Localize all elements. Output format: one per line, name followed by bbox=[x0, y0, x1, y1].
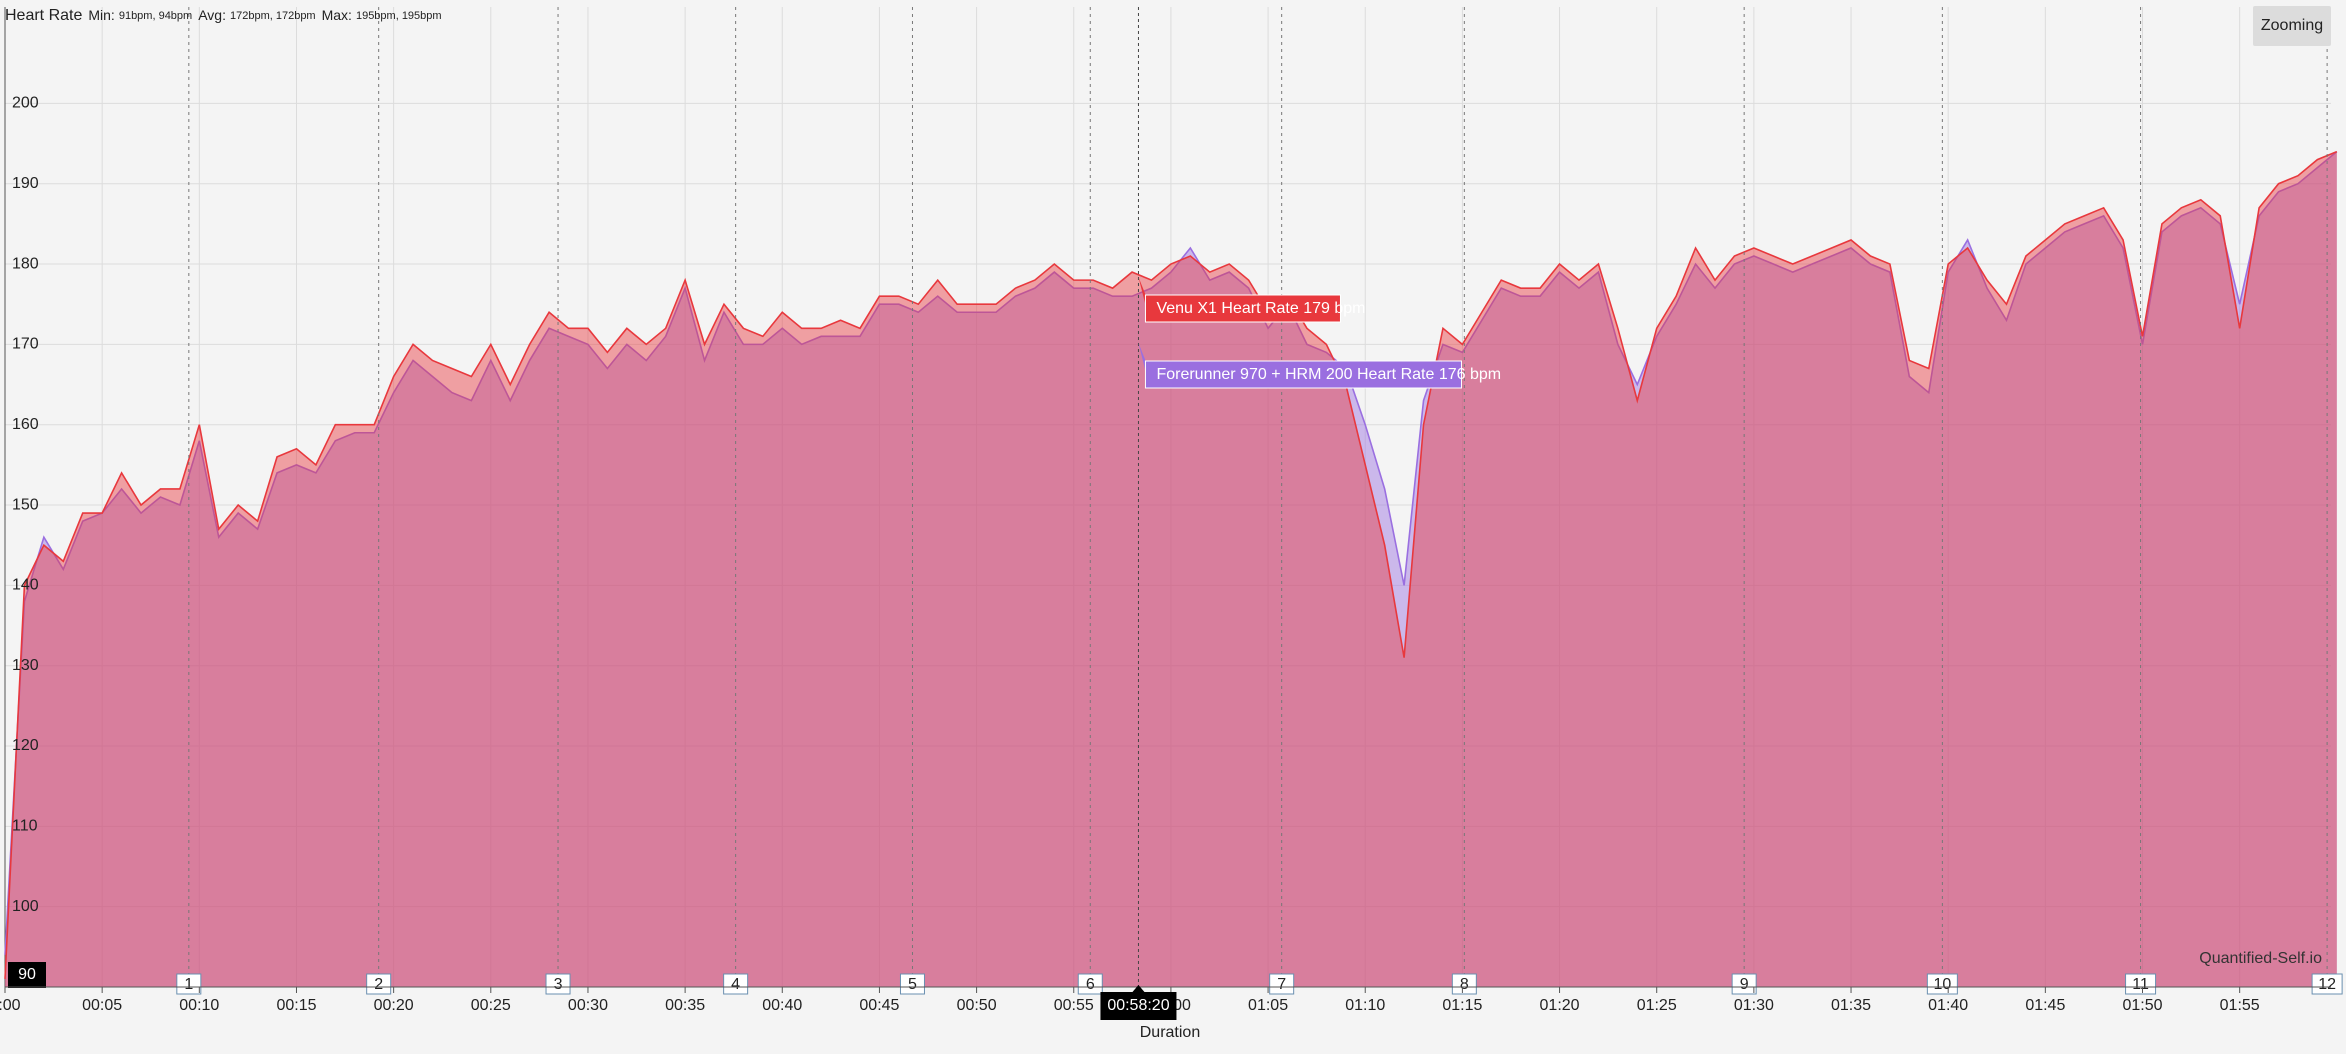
tooltip bbox=[1144, 360, 1462, 389]
x-tick-label: 01:30 bbox=[1734, 997, 1774, 1014]
header-title: Heart Rate bbox=[5, 7, 82, 24]
x-tick-label: 01:50 bbox=[2122, 997, 2162, 1014]
tooltip-text: Venu X1 Heart Rate 179 bpm bbox=[1156, 300, 1365, 317]
series-area bbox=[5, 151, 2337, 988]
x-tick-label: 00:50 bbox=[957, 997, 997, 1014]
lap-label: 6 bbox=[1086, 976, 1095, 993]
y-tick-label: 110 bbox=[12, 818, 38, 835]
x-tick-label: 0:00 bbox=[0, 997, 21, 1014]
series-line bbox=[4, 150, 2338, 980]
y-tick-label: 100 bbox=[12, 898, 39, 915]
stat-value: 195bpm, 195bpm bbox=[356, 10, 442, 22]
x-tick-label: 01:20 bbox=[1540, 997, 1580, 1014]
stat-label: Avg: bbox=[198, 7, 226, 23]
lap-label: 8 bbox=[1460, 976, 1469, 993]
cursor-box bbox=[1100, 992, 1177, 1020]
x-tick-label: 00:25 bbox=[471, 997, 511, 1014]
lap-marker bbox=[1926, 973, 1958, 995]
stat-label: Max: bbox=[322, 7, 352, 23]
lap-label: 4 bbox=[731, 976, 740, 993]
lap-label: 7 bbox=[1277, 976, 1286, 993]
x-tick-label: 01:15 bbox=[1442, 997, 1482, 1014]
zoom-button-label[interactable]: Zooming bbox=[2261, 17, 2323, 34]
y-tick-label: 140 bbox=[12, 577, 39, 594]
lap-marker bbox=[176, 973, 202, 995]
lap-label: 2 bbox=[374, 976, 383, 993]
lap-label: 1 bbox=[184, 976, 193, 993]
lap-marker bbox=[1269, 973, 1295, 995]
lap-label: 5 bbox=[908, 976, 917, 993]
cursor-label: 00:58:20 bbox=[1107, 997, 1169, 1014]
stat-value: 91bpm, 94bpm bbox=[119, 10, 192, 22]
x-tick-label: 01:40 bbox=[1928, 997, 1968, 1014]
tooltip-pointer bbox=[1138, 277, 1147, 309]
y-tick-label: 90 bbox=[18, 966, 36, 983]
y-tick-label: 160 bbox=[12, 416, 39, 433]
y-tick-label: 170 bbox=[12, 336, 39, 353]
x-tick-label: 01:10 bbox=[1345, 997, 1385, 1014]
x-tick-label: 00:55 bbox=[1054, 997, 1094, 1014]
x-tick-label: 00:35 bbox=[665, 997, 705, 1014]
chart-header: Heart Rate Min: 91bpm, 94bpm Avg: 172bpm, 17… bbox=[5, 7, 442, 25]
x-tick-label: 01:55 bbox=[2220, 997, 2260, 1014]
lap-marker bbox=[899, 973, 925, 995]
x-tick-label: 01:05 bbox=[1248, 997, 1288, 1014]
x-tick-label: 01:35 bbox=[1831, 997, 1871, 1014]
lap-label: 12 bbox=[2318, 976, 2336, 993]
lap-marker bbox=[723, 973, 749, 995]
stat-value: 172bpm, 172bpm bbox=[230, 10, 316, 22]
x-axis-label: Duration bbox=[1140, 1024, 1200, 1041]
y-min-box bbox=[8, 962, 46, 988]
tooltip bbox=[1144, 294, 1341, 323]
lap-marker bbox=[2311, 973, 2343, 995]
lap-label: 11 bbox=[2132, 976, 2149, 993]
lap-label: 3 bbox=[554, 976, 563, 993]
lap-marker bbox=[1731, 973, 1757, 995]
cursor-pointer bbox=[1132, 985, 1145, 992]
lap-marker bbox=[1451, 973, 1477, 995]
x-tick-label: 00:10 bbox=[179, 997, 219, 1014]
lap-label: 10 bbox=[1933, 976, 1951, 993]
y-tick-label: 190 bbox=[12, 175, 39, 192]
x-tick-label: 00:30 bbox=[568, 997, 608, 1014]
x-tick-label: 00:05 bbox=[82, 997, 122, 1014]
tooltip-text: Forerunner 970 + HRM 200 Heart Rate 176 … bbox=[1156, 366, 1501, 383]
series-area bbox=[5, 151, 2337, 988]
x-tick-label: 00:45 bbox=[859, 997, 899, 1014]
x-tick-label: 01:45 bbox=[2025, 997, 2065, 1014]
y-tick-label: 150 bbox=[12, 496, 39, 513]
series-line bbox=[4, 150, 2338, 955]
x-tick-label: 00:20 bbox=[374, 997, 414, 1014]
y-tick-label: 120 bbox=[12, 737, 39, 754]
lap-marker bbox=[1077, 973, 1103, 995]
lap-label: 9 bbox=[1740, 976, 1749, 993]
x-tick-label: 00:40 bbox=[762, 997, 802, 1014]
zoom-button[interactable] bbox=[2253, 6, 2331, 46]
lap-marker bbox=[366, 973, 392, 995]
tooltip-pointer bbox=[1138, 343, 1147, 375]
watermark: Quantified-Self.io bbox=[2199, 950, 2322, 967]
x-tick-label: 01:25 bbox=[1637, 997, 1677, 1014]
y-tick-label: 130 bbox=[12, 657, 39, 674]
x-tick-label: 00:15 bbox=[276, 997, 316, 1014]
stat-label: Min: bbox=[88, 7, 114, 23]
lap-marker bbox=[545, 973, 571, 995]
lap-marker bbox=[2125, 973, 2157, 995]
y-tick-label: 200 bbox=[12, 95, 39, 112]
y-tick-label: 180 bbox=[12, 255, 39, 272]
